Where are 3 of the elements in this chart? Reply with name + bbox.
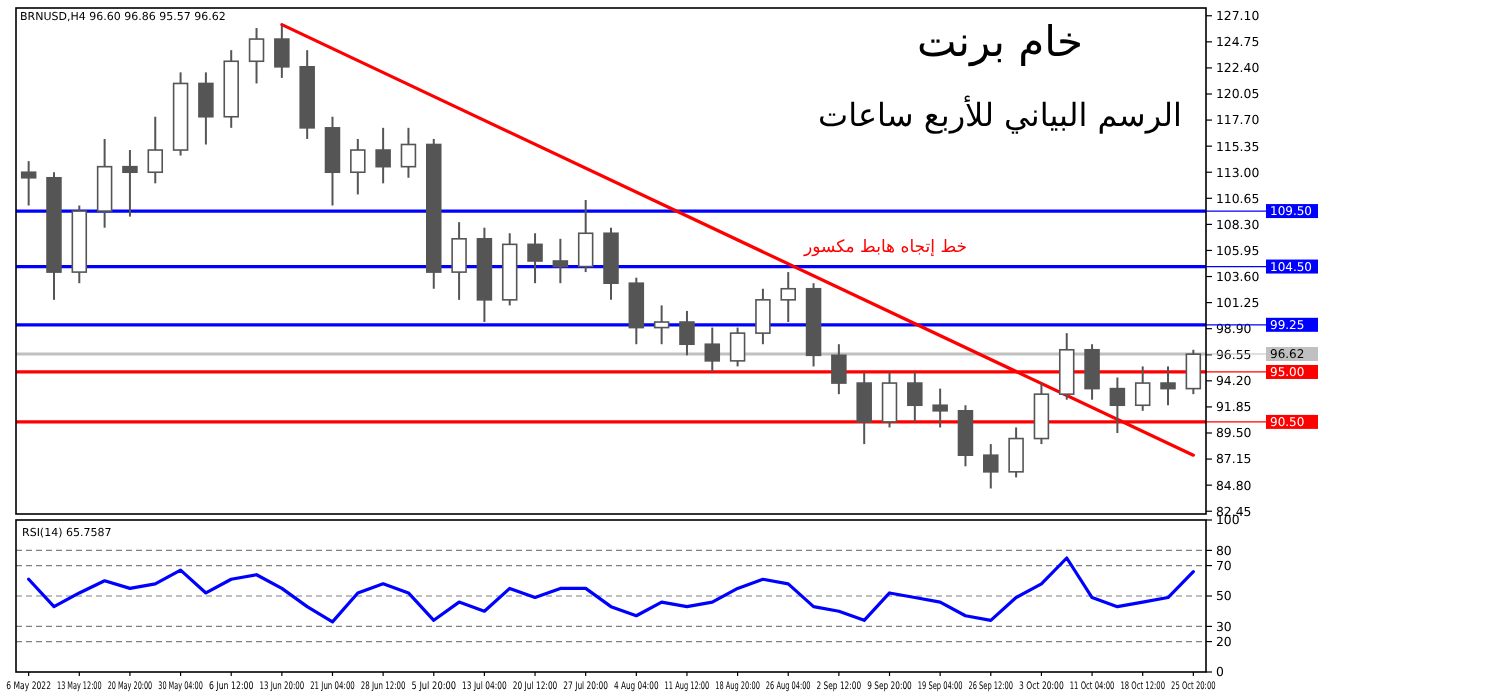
text: الرسم البياني للأربع ساعات (818, 94, 1182, 134)
annotation: خط إتجاه هابط مكسور (802, 238, 968, 258)
chart-title: خام برنت (917, 18, 1083, 68)
